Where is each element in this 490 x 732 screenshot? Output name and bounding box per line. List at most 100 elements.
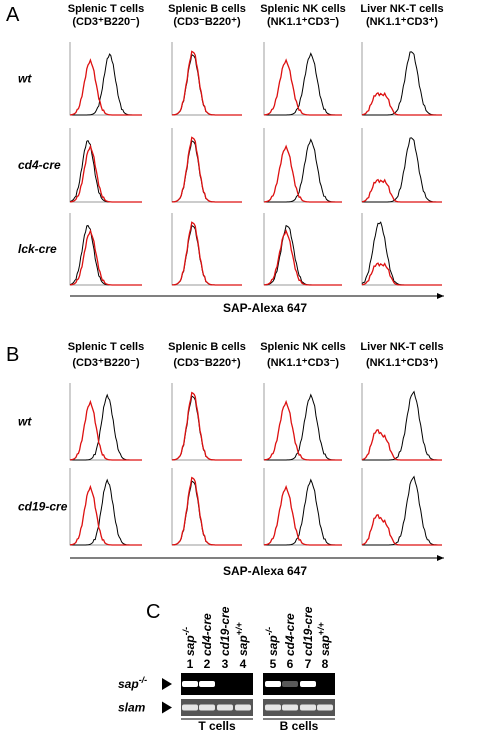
band-label: sap-/- xyxy=(118,675,147,691)
gel-band xyxy=(199,681,215,687)
column-markers: (CD3⁻B220⁺) xyxy=(173,16,241,28)
lane-genotype: +/+ xyxy=(234,622,244,636)
lane-number: 7 xyxy=(305,657,312,671)
column-markers: (CD3⁻B220⁺) xyxy=(173,357,241,369)
band-label: slam xyxy=(118,701,146,715)
histogram-curve xyxy=(362,475,442,546)
histogram-curve xyxy=(362,390,442,461)
gel xyxy=(263,699,335,716)
gel-band xyxy=(235,704,251,711)
histogram-curve xyxy=(172,136,242,203)
gel-band xyxy=(265,681,281,687)
column-name: Splenic T cells xyxy=(68,3,144,15)
histogram-curve xyxy=(69,58,142,116)
histogram-curve xyxy=(264,138,342,203)
lane-gene: sap xyxy=(183,635,197,656)
histogram-curve xyxy=(69,144,142,203)
panel-label: A xyxy=(6,4,20,26)
band-gene: slam xyxy=(118,701,146,715)
histogram-curve xyxy=(172,480,242,546)
plot-axes xyxy=(263,468,342,546)
plot-axes xyxy=(69,383,142,461)
gel xyxy=(263,673,335,695)
plot-axes xyxy=(361,128,442,203)
column-markers: (NK1.1⁺CD3⁻) xyxy=(267,16,339,28)
histogram-curve xyxy=(264,478,342,546)
group-label: T cells xyxy=(198,719,236,732)
lane-label: sap-/- xyxy=(264,627,280,656)
lane-gene: sap xyxy=(236,635,250,656)
plot-axes xyxy=(361,468,442,546)
histogram-curve xyxy=(263,229,342,286)
histogram-curve xyxy=(172,391,242,461)
plot-axes xyxy=(69,128,142,203)
histogram-curve xyxy=(263,484,342,546)
plot-axes xyxy=(69,213,142,286)
histogram-curve xyxy=(172,50,242,116)
histogram-curve xyxy=(172,221,242,286)
column-markers: (NK1.1⁺CD3⁺) xyxy=(366,16,438,28)
lane-number: 4 xyxy=(240,657,247,671)
lane-gene: cd19-cre xyxy=(218,606,232,656)
gel-band xyxy=(300,704,316,711)
histogram-curve xyxy=(69,140,142,203)
plot-axes xyxy=(263,42,342,116)
column-name: Splenic T cells xyxy=(68,341,144,353)
lane-label: cd19-cre xyxy=(301,606,315,656)
lane-number: 1 xyxy=(187,657,194,671)
histogram-curve xyxy=(361,91,442,116)
histogram-curve xyxy=(172,224,242,286)
histogram-curve xyxy=(264,224,342,286)
column-name: Splenic NK cells xyxy=(260,341,346,353)
lane-label: cd4-cre xyxy=(283,613,297,656)
gel-band xyxy=(199,704,215,711)
lane-genotype: -/- xyxy=(264,627,274,636)
lane-genotype: -/- xyxy=(181,627,191,636)
row-label: wt xyxy=(18,72,32,86)
histogram-curve xyxy=(263,58,342,116)
axis-label: SAP-Alexa 647 xyxy=(223,564,307,578)
histogram-curve xyxy=(70,53,142,116)
row-label: cd4-cre xyxy=(18,158,61,172)
plot-axes xyxy=(69,42,142,116)
histogram-curve xyxy=(69,228,142,286)
histogram-curve xyxy=(172,53,242,116)
column-name: Liver NK-T cells xyxy=(360,3,443,15)
plot-axes xyxy=(263,383,342,461)
lane-label: sap-/- xyxy=(181,627,197,656)
histogram-curve xyxy=(361,262,442,286)
histogram-curve xyxy=(362,51,442,116)
group-label: B cells xyxy=(280,719,319,732)
column-markers: (CD3⁺B220⁻) xyxy=(72,16,140,28)
histogram-curve xyxy=(361,178,442,203)
gel-band xyxy=(282,681,298,687)
plot-axes xyxy=(263,128,342,203)
column-markers: (NK1.1⁺CD3⁻) xyxy=(267,357,339,369)
histogram-curve xyxy=(264,52,342,116)
column-markers: (CD3⁺B220⁻) xyxy=(72,357,140,369)
column-name: Splenic NK cells xyxy=(260,3,346,15)
gel-band xyxy=(217,704,233,711)
gel-band xyxy=(265,704,281,711)
panel-label: C xyxy=(146,601,160,623)
lane-gene: cd19-cre xyxy=(301,606,315,656)
plot-axes xyxy=(69,468,142,546)
histogram-curve xyxy=(70,478,142,546)
histogram-curve xyxy=(264,393,342,461)
lane-label: cd4-cre xyxy=(200,613,214,656)
column-name: Liver NK-T cells xyxy=(360,341,443,353)
panel-label: B xyxy=(6,344,19,366)
row-label: cd19-cre xyxy=(18,500,68,514)
gel-band xyxy=(300,681,316,687)
lane-label: cd19-cre xyxy=(218,606,232,656)
plot-axes xyxy=(361,213,442,286)
histogram-curve xyxy=(172,476,242,546)
histogram-curve xyxy=(362,137,442,203)
row-label: lck-cre xyxy=(18,242,57,256)
gel-band xyxy=(182,704,198,711)
lane-number: 8 xyxy=(322,657,329,671)
histogram-curve xyxy=(69,224,142,286)
histogram-curve xyxy=(263,144,342,203)
lane-label: sap+/+ xyxy=(316,622,332,656)
lane-genotype: +/+ xyxy=(316,622,326,636)
